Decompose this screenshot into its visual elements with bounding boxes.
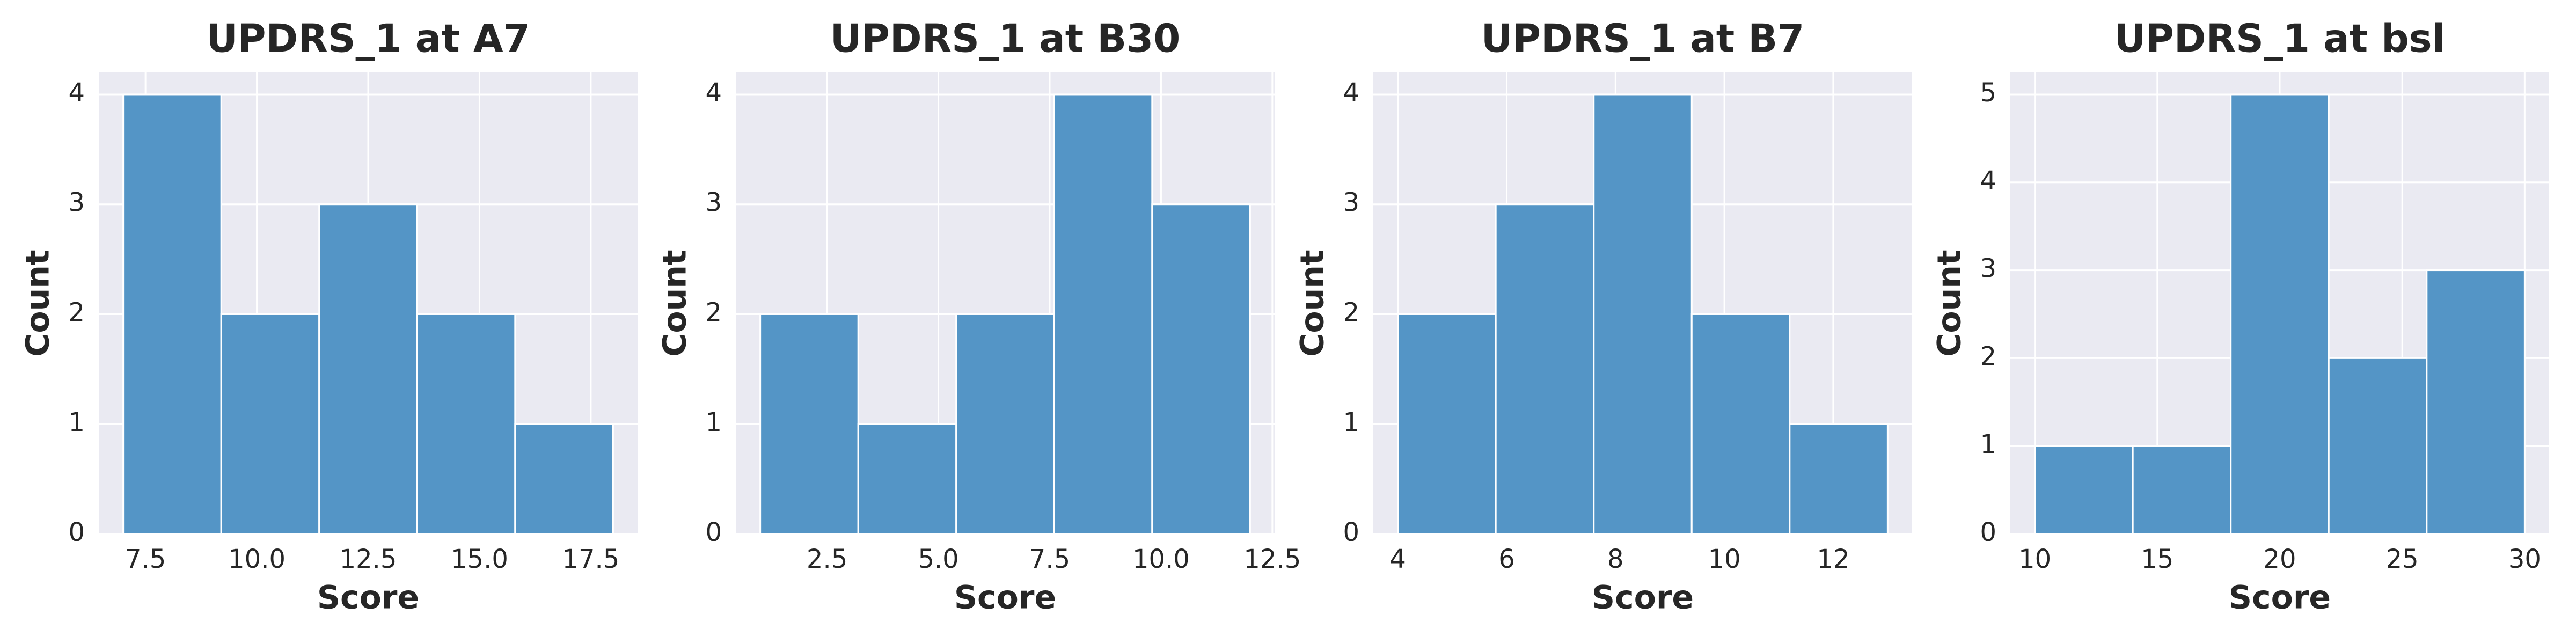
chart-title: UPDRS_1 at B7	[1481, 16, 1805, 61]
y-tick-label: 3	[705, 188, 722, 218]
y-tick-label: 4	[705, 78, 722, 108]
histogram-bar	[1397, 313, 1497, 535]
x-tick-label: 5.0	[918, 544, 958, 574]
chart-title: UPDRS_1 at A7	[206, 16, 530, 61]
y-tick-label: 0	[1343, 517, 1359, 547]
histogram-bar	[1789, 423, 1889, 535]
histogram-bar	[1053, 93, 1153, 535]
histogram-bar	[1690, 313, 1791, 535]
y-tick-label: 0	[705, 517, 722, 547]
y-axis-label: Count	[656, 250, 694, 356]
x-tick-label: 20	[2263, 544, 2296, 574]
y-tick-label: 1	[68, 407, 85, 437]
histogram-bar	[2230, 93, 2330, 535]
histogram-bar	[122, 93, 222, 535]
y-tick-label: 3	[1980, 254, 1996, 284]
y-tick-label: 2	[705, 297, 722, 327]
x-tick-label: 25	[2386, 544, 2419, 574]
x-tick-label: 12.5	[1243, 544, 1301, 574]
y-tick-label: 0	[1980, 517, 1996, 547]
y-axis-label: Count	[1294, 250, 1331, 356]
histogram-bar	[318, 203, 418, 535]
chart-title: UPDRS_1 at B30	[830, 16, 1181, 61]
y-tick-label: 2	[1980, 341, 1996, 371]
histogram-bar	[2034, 445, 2134, 535]
y-tick-label: 1	[1343, 407, 1359, 437]
x-tick-label: 7.5	[1029, 544, 1070, 574]
x-axis-label: Score	[2229, 579, 2331, 617]
histogram-bar	[416, 313, 516, 535]
histogram-bar	[1495, 203, 1595, 535]
histogram-bar	[2132, 445, 2232, 535]
histogram-bar	[955, 313, 1055, 535]
x-tick-label: 8	[1607, 544, 1624, 574]
x-tick-label: 4	[1389, 544, 1406, 574]
y-tick-label: 1	[1980, 429, 1996, 459]
y-axis-label: Count	[19, 250, 57, 356]
x-axis-label: Score	[954, 579, 1056, 617]
x-tick-label: 10	[2018, 544, 2051, 574]
x-axis-label: Score	[317, 579, 419, 617]
histogram-bar	[220, 313, 320, 535]
x-tick-label: 6	[1498, 544, 1515, 574]
x-tick-label: 17.5	[562, 544, 619, 574]
y-tick-label: 2	[1343, 297, 1359, 327]
x-tick-label: 10.0	[228, 544, 286, 574]
x-tick-label: 10	[1708, 544, 1741, 574]
y-tick-label: 3	[1343, 188, 1359, 218]
y-tick-label: 2	[68, 297, 85, 327]
histogram-bar	[1151, 203, 1251, 535]
histogram-bar	[514, 423, 614, 535]
y-tick-label: 5	[1980, 78, 1996, 108]
y-tick-label: 0	[68, 517, 85, 547]
x-tick-label: 7.5	[125, 544, 166, 574]
y-tick-label: 4	[1980, 166, 1996, 196]
histogram-bar	[2328, 357, 2428, 535]
histogram-bar	[2426, 269, 2526, 535]
x-tick-label: 2.5	[807, 544, 847, 574]
y-tick-label: 4	[1343, 78, 1359, 108]
histogram-bar	[857, 423, 957, 535]
histogram-bar	[1593, 93, 1693, 535]
x-tick-label: 12	[1817, 544, 1849, 574]
y-axis-label: Count	[1931, 250, 1968, 356]
x-tick-label: 30	[2508, 544, 2541, 574]
y-tick-label: 3	[68, 188, 85, 218]
histogram-bar	[759, 313, 859, 535]
chart-title: UPDRS_1 at bsl	[2114, 16, 2446, 61]
x-tick-label: 12.5	[340, 544, 397, 574]
x-axis-label: Score	[1592, 579, 1694, 617]
x-tick-label: 10.0	[1132, 544, 1190, 574]
y-tick-label: 1	[705, 407, 722, 437]
x-tick-label: 15.0	[451, 544, 508, 574]
y-tick-label: 4	[68, 78, 85, 108]
x-tick-label: 15	[2141, 544, 2174, 574]
